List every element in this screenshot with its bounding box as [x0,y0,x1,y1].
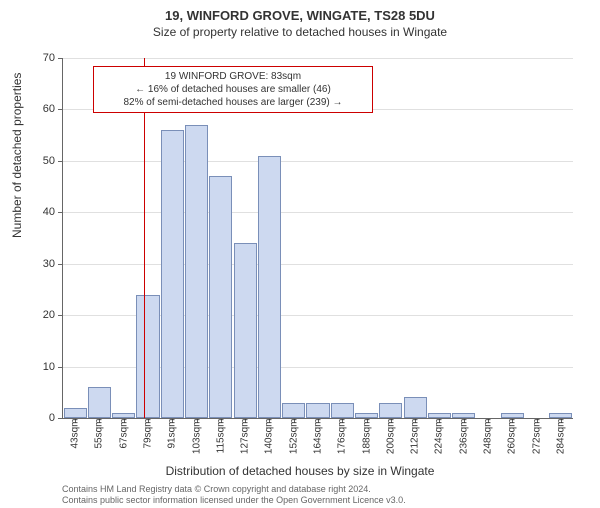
y-tick-label: 10 [25,361,55,373]
y-tick-mark [58,264,63,265]
chart-plot-area: 01020304050607043sqm55sqm67sqm79sqm91sqm… [62,58,573,419]
x-tick-label: 164sqm [313,419,324,459]
histogram-bar [185,125,208,418]
y-tick-mark [58,418,63,419]
x-tick-label: 224sqm [434,419,445,459]
gridline [63,212,573,213]
histogram-bar [161,130,184,418]
y-tick-label: 30 [25,258,55,270]
x-tick-label: 284sqm [555,419,566,459]
x-tick-label: 43sqm [70,419,81,459]
histogram-bar [306,403,329,418]
x-tick-label: 67sqm [118,419,129,459]
gridline [63,161,573,162]
annotation-line2: ← 16% of detached houses are smaller (46… [100,83,366,96]
histogram-bar [282,403,305,418]
x-tick-label: 212sqm [410,419,421,459]
histogram-bar [209,176,232,418]
histogram-bar [258,156,281,418]
x-tick-label: 272sqm [531,419,542,459]
chart-title-sub: Size of property relative to detached ho… [0,25,600,39]
x-tick-label: 55sqm [94,419,105,459]
y-tick-mark [58,109,63,110]
y-tick-label: 60 [25,103,55,115]
x-tick-label: 91sqm [167,419,178,459]
x-axis-label: Distribution of detached houses by size … [0,464,600,478]
footer-copyright-2: Contains public sector information licen… [62,495,406,505]
y-tick-mark [58,315,63,316]
footer-copyright-1: Contains HM Land Registry data © Crown c… [62,484,371,494]
x-tick-label: 152sqm [288,419,299,459]
y-tick-label: 20 [25,309,55,321]
x-tick-label: 140sqm [264,419,275,459]
annotation-line1: 19 WINFORD GROVE: 83sqm [100,70,366,83]
x-tick-label: 79sqm [143,419,154,459]
y-tick-mark [58,212,63,213]
histogram-bar [379,403,402,418]
histogram-bar [88,387,111,418]
histogram-bar [331,403,354,418]
gridline [63,264,573,265]
y-tick-label: 0 [25,412,55,424]
y-tick-mark [58,161,63,162]
annotation-line3: 82% of semi-detached houses are larger (… [100,96,366,109]
x-tick-label: 103sqm [191,419,202,459]
histogram-bar [234,243,257,418]
annotation-box: 19 WINFORD GROVE: 83sqm← 16% of detached… [93,66,373,113]
x-tick-label: 188sqm [361,419,372,459]
x-tick-label: 176sqm [337,419,348,459]
x-tick-label: 115sqm [215,419,226,459]
x-tick-label: 260sqm [507,419,518,459]
histogram-bar [136,295,159,418]
x-tick-label: 127sqm [240,419,251,459]
x-tick-label: 248sqm [483,419,494,459]
histogram-bar [64,408,87,418]
y-tick-label: 70 [25,52,55,64]
y-axis-label: Number of detached properties [10,73,24,238]
chart-title-main: 19, WINFORD GROVE, WINGATE, TS28 5DU [0,8,600,23]
y-tick-mark [58,58,63,59]
x-tick-label: 236sqm [458,419,469,459]
y-tick-label: 50 [25,155,55,167]
y-tick-label: 40 [25,206,55,218]
y-tick-mark [58,367,63,368]
histogram-bar [404,397,427,418]
x-tick-label: 200sqm [385,419,396,459]
gridline [63,58,573,59]
